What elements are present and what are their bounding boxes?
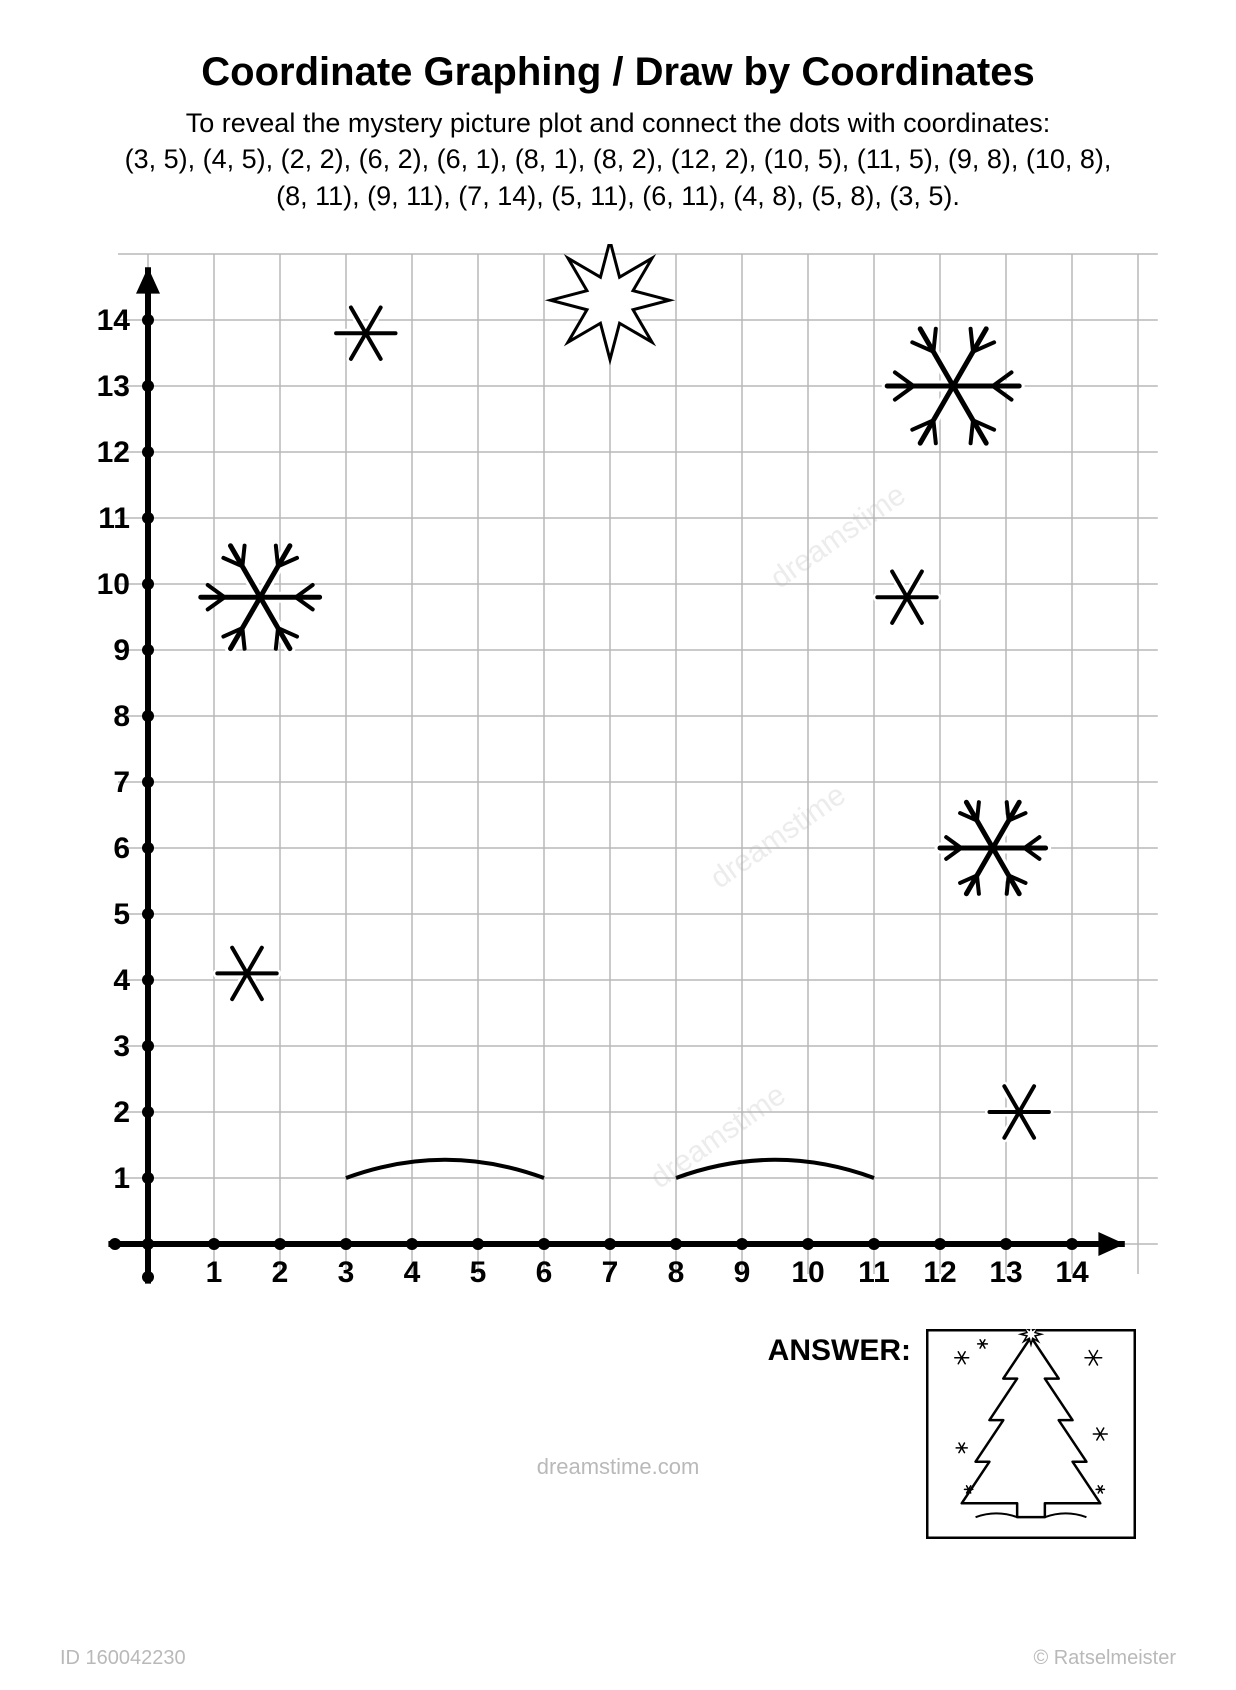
instructions: To reveal the mystery picture plot and c… <box>60 105 1176 214</box>
svg-text:7: 7 <box>602 1256 619 1289</box>
svg-text:13: 13 <box>97 370 130 403</box>
svg-text:7: 7 <box>113 766 130 799</box>
svg-text:11: 11 <box>98 502 130 535</box>
svg-text:4: 4 <box>404 1256 421 1289</box>
watermark-author: © Ratselmeister <box>1033 1647 1176 1670</box>
answer-thumbnail <box>926 1329 1136 1539</box>
answer-label: ANSWER: <box>768 1334 911 1368</box>
svg-text:14: 14 <box>97 304 131 337</box>
svg-text:6: 6 <box>113 832 130 865</box>
svg-text:13: 13 <box>989 1256 1022 1289</box>
svg-text:8: 8 <box>113 700 130 733</box>
svg-text:1: 1 <box>206 1256 223 1289</box>
coordinate-graph: 12345678910111213141234567891011121314 <box>68 244 1168 1304</box>
svg-text:2: 2 <box>113 1096 130 1129</box>
svg-text:14: 14 <box>1055 1256 1089 1289</box>
svg-text:3: 3 <box>113 1030 130 1063</box>
svg-text:4: 4 <box>113 964 130 997</box>
watermark-id: ID 160042230 <box>60 1647 186 1670</box>
svg-text:11: 11 <box>858 1256 890 1289</box>
svg-text:5: 5 <box>113 898 130 931</box>
svg-text:10: 10 <box>97 568 130 601</box>
svg-text:5: 5 <box>470 1256 487 1289</box>
instructions-line1: To reveal the mystery picture plot and c… <box>60 105 1176 141</box>
instructions-line2: (3, 5), (4, 5), (2, 2), (6, 2), (6, 1), … <box>60 141 1176 177</box>
svg-text:8: 8 <box>668 1256 685 1289</box>
svg-text:1: 1 <box>113 1162 130 1195</box>
svg-text:2: 2 <box>272 1256 289 1289</box>
instructions-line3: (8, 11), (9, 11), (7, 14), (5, 11), (6, … <box>60 178 1176 214</box>
watermark-site: dreamstime.com <box>0 1454 1236 1480</box>
svg-text:6: 6 <box>536 1256 553 1289</box>
svg-text:9: 9 <box>113 634 130 667</box>
svg-text:3: 3 <box>338 1256 355 1289</box>
svg-text:9: 9 <box>734 1256 751 1289</box>
svg-text:12: 12 <box>97 436 130 469</box>
svg-text:10: 10 <box>791 1256 824 1289</box>
svg-text:12: 12 <box>923 1256 956 1289</box>
page-title: Coordinate Graphing / Draw by Coordinate… <box>60 50 1176 95</box>
